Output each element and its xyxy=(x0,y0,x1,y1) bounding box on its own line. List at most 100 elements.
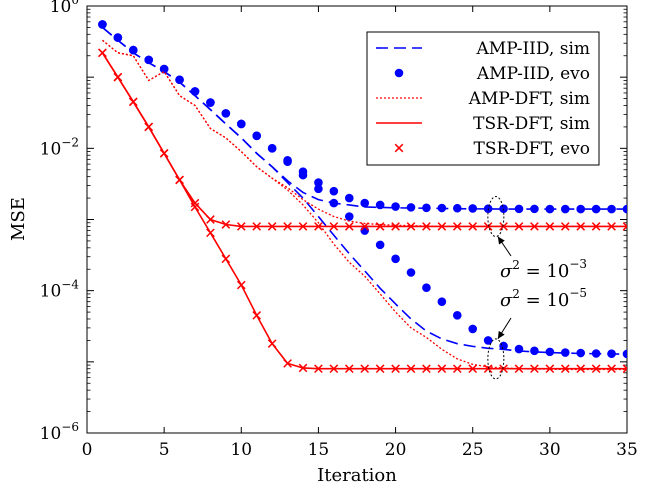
data-point xyxy=(252,311,262,320)
y-tick-label-base: 10 xyxy=(40,139,62,159)
data-point xyxy=(159,64,169,74)
data-point-stroke xyxy=(344,222,354,231)
data-point xyxy=(514,204,524,214)
data-point xyxy=(113,72,123,82)
data-point xyxy=(375,364,385,374)
annotation-arrowhead xyxy=(497,330,505,339)
data-point xyxy=(283,222,292,231)
data-point-stroke xyxy=(452,364,462,374)
data-point-stroke xyxy=(499,222,508,231)
data-point-stroke xyxy=(175,175,184,185)
data-point xyxy=(499,341,508,351)
data-point xyxy=(437,297,447,306)
legend-label: TSR-DFT, evo xyxy=(473,139,590,159)
data-point xyxy=(591,364,601,374)
data-point xyxy=(591,222,601,231)
data-point xyxy=(391,202,400,211)
legend: AMP-IID, sim AMP-IID, evo AMP-DFT, sim TSR-… xyxy=(366,31,600,166)
data-point xyxy=(283,157,292,166)
data-point-stroke xyxy=(576,364,586,374)
data-point xyxy=(144,55,154,65)
data-point-stroke xyxy=(236,280,246,290)
annotation-power: 2 xyxy=(512,258,520,272)
x-axis-label: Iteration xyxy=(317,465,397,485)
data-point xyxy=(530,204,539,214)
data-point-stroke xyxy=(530,364,539,374)
x-tick-label: 20 xyxy=(385,440,407,460)
annotations: σ2 = 10−3σ2 = 10−5 xyxy=(487,196,587,380)
annotation-sigma: σ xyxy=(500,261,513,282)
data-point xyxy=(360,364,370,374)
data-point xyxy=(329,186,339,196)
y-tick-label: 10−6 xyxy=(40,420,79,444)
data-point-stroke xyxy=(113,72,123,82)
data-point xyxy=(344,364,354,374)
data-point-stroke xyxy=(236,222,246,231)
data-point-stroke xyxy=(545,222,555,231)
data-point xyxy=(360,198,370,208)
data-point xyxy=(98,20,107,29)
series-layer xyxy=(98,20,627,374)
data-point-stroke xyxy=(128,97,138,107)
x-tick-label: 15 xyxy=(308,440,330,460)
data-point xyxy=(514,222,524,231)
legend-item: TSR-DFT, evo xyxy=(394,139,590,159)
data-point-stroke xyxy=(252,222,262,231)
data-point xyxy=(329,222,339,231)
data-point xyxy=(298,222,308,231)
data-point-stroke xyxy=(514,222,524,231)
data-point-stroke xyxy=(483,222,493,231)
legend-item: AMP-DFT, sim xyxy=(376,89,590,109)
data-point xyxy=(190,202,200,212)
legend-item: AMP-IID, evo xyxy=(394,64,590,84)
legend-label: TSR-DFT, sim xyxy=(473,114,590,134)
data-point xyxy=(252,131,262,141)
data-point xyxy=(422,222,431,231)
data-point xyxy=(267,339,277,348)
data-point xyxy=(607,364,616,374)
data-point xyxy=(499,204,508,213)
data-point-stroke xyxy=(422,222,431,231)
data-point-stroke xyxy=(560,222,570,231)
data-point xyxy=(267,222,277,231)
data-point-stroke xyxy=(329,364,339,374)
data-point xyxy=(591,349,601,358)
data-point xyxy=(190,87,200,96)
data-point xyxy=(483,364,493,374)
data-point xyxy=(422,203,431,213)
data-point-stroke xyxy=(607,222,616,231)
series-group xyxy=(98,20,627,374)
data-point-stroke xyxy=(252,311,262,320)
data-point-stroke xyxy=(298,363,308,373)
data-point-stroke xyxy=(190,202,200,212)
legend-label: AMP-IID, evo xyxy=(476,64,590,84)
y-axis-label: MSE xyxy=(8,197,29,241)
data-point-stroke xyxy=(206,215,215,224)
legend-item: TSR-DFT, sim xyxy=(376,114,590,134)
data-point xyxy=(468,204,478,213)
data-point xyxy=(437,364,447,374)
data-point xyxy=(206,215,215,224)
axis-ticks xyxy=(86,5,628,434)
data-point-stroke xyxy=(607,364,616,374)
data-point xyxy=(283,359,292,368)
data-point-stroke xyxy=(375,222,385,231)
data-point xyxy=(406,268,416,277)
annotation-exponent: −5 xyxy=(569,286,587,300)
data-point xyxy=(375,200,385,210)
data-point xyxy=(514,364,524,374)
annotation-equals: = 10 xyxy=(520,290,569,311)
data-point xyxy=(560,364,570,374)
data-point xyxy=(452,203,462,213)
data-point xyxy=(221,109,231,118)
data-point-stroke xyxy=(576,222,586,231)
data-point-stroke xyxy=(298,222,308,231)
data-point-stroke xyxy=(98,48,107,58)
data-point-stroke xyxy=(283,222,292,231)
data-point-stroke xyxy=(591,222,601,231)
annotation-arrowhead xyxy=(497,236,505,245)
y-tick-label-exponent: −2 xyxy=(61,135,79,149)
data-point xyxy=(530,346,539,356)
data-point xyxy=(206,228,215,238)
